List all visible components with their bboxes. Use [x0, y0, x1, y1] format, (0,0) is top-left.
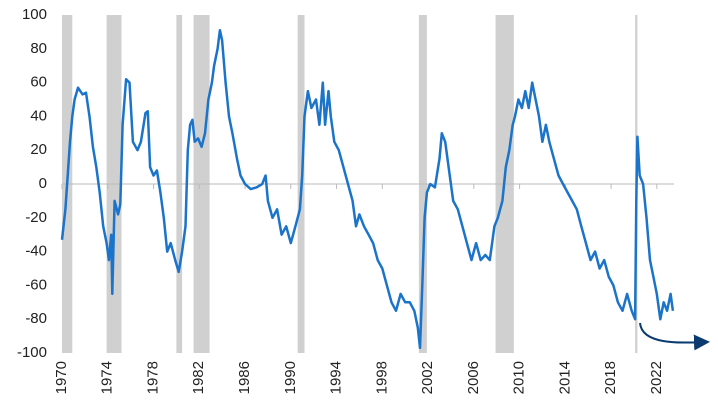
x-tick-label: 1970	[53, 361, 70, 394]
y-tick-label: -80	[25, 310, 47, 327]
x-tick-label: 2022	[648, 361, 665, 394]
y-tick-label: -20	[25, 209, 47, 226]
y-tick-label: 40	[30, 107, 47, 124]
y-tick-label: -40	[25, 243, 47, 260]
x-tick-label: 2014	[556, 361, 573, 394]
y-tick-label: 100	[22, 6, 47, 23]
y-tick-label: 20	[30, 141, 47, 158]
y-tick-label: -100	[17, 344, 47, 361]
y-tick-label: 0	[39, 175, 47, 192]
x-tick-label: 1998	[373, 361, 390, 394]
y-tick-label: -60	[25, 276, 47, 293]
x-tick-label: 1986	[236, 361, 253, 394]
x-tick-label: 1990	[282, 361, 299, 394]
x-tick-label: 2010	[511, 361, 528, 394]
x-tick-label: 2006	[465, 361, 482, 394]
y-tick-label: 60	[30, 74, 47, 91]
x-tick-label: 1978	[144, 361, 161, 394]
annotation-arrow	[639, 322, 710, 351]
x-tick-label: 1994	[328, 361, 345, 394]
x-tick-label: 1974	[99, 361, 116, 394]
y-tick-label: 80	[30, 40, 47, 57]
data-line	[60, 28, 675, 350]
x-tick-label: 2018	[602, 361, 619, 394]
x-tick-label: 1982	[190, 361, 207, 394]
x-tick-label: 2002	[419, 361, 436, 394]
